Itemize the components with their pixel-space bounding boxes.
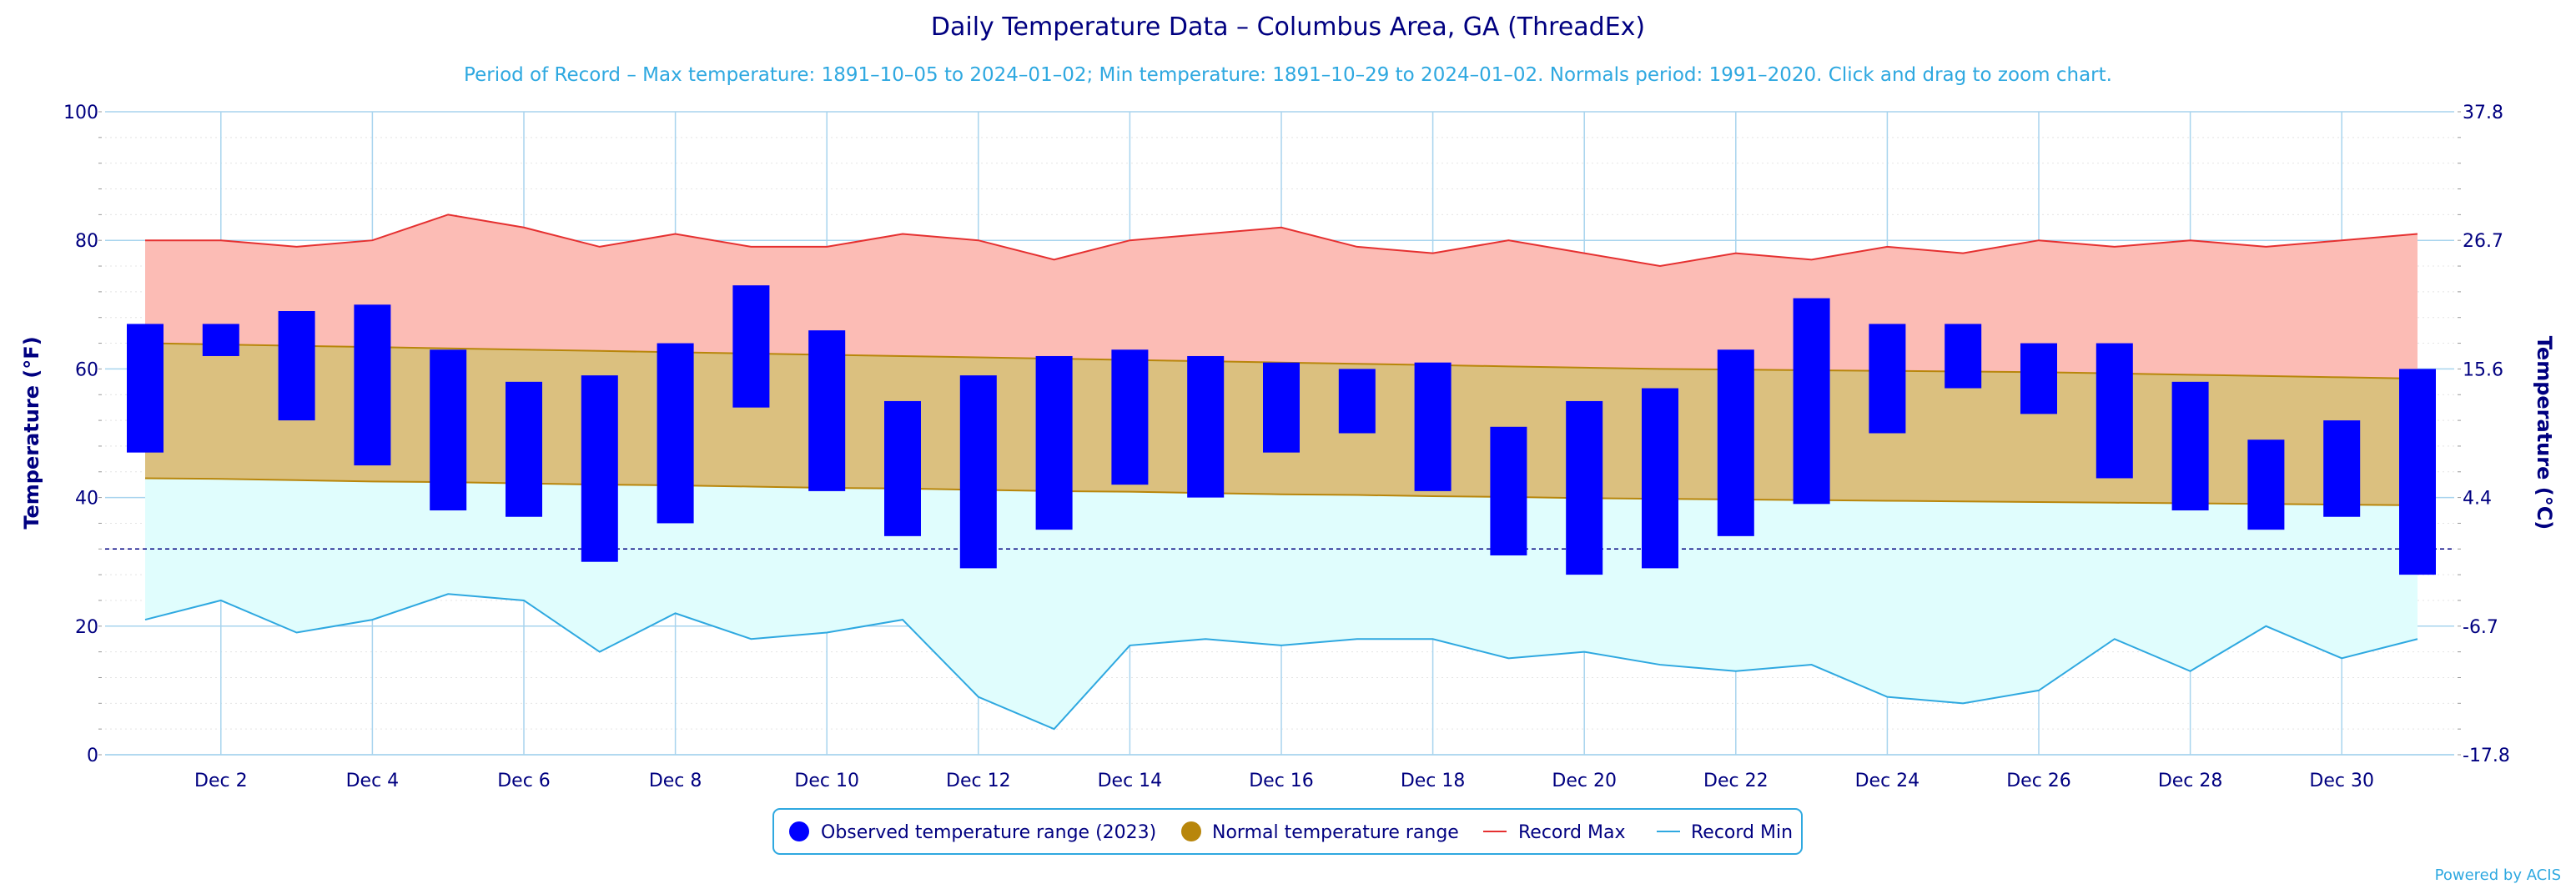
observed-bar xyxy=(2323,420,2361,517)
legend-item-record-min[interactable]: Record Min xyxy=(1657,822,1793,843)
x-tick-label: Dec 26 xyxy=(2006,771,2071,791)
legend: Observed temperature range (2023) Normal… xyxy=(772,808,1803,855)
chart-title: Daily Temperature Data – Columbus Area, … xyxy=(931,13,1645,42)
observed-bar xyxy=(127,324,164,453)
y-tick-label-left: 60 xyxy=(75,359,98,380)
record-max-line xyxy=(145,213,2418,268)
x-tick-label: Dec 4 xyxy=(346,771,400,791)
y-tick-label-right: -17.8 xyxy=(2463,746,2510,766)
observed-bar xyxy=(1717,349,1754,536)
y-tick-label-right: 4.4 xyxy=(2463,489,2492,510)
observed-bar xyxy=(2399,369,2436,575)
observed-bar xyxy=(2020,343,2057,414)
legend-record-max-label: Record Max xyxy=(1518,822,1626,843)
observed-bar xyxy=(657,343,694,524)
observed-bar xyxy=(354,304,391,466)
observed-bar xyxy=(1490,426,1527,555)
x-tick-label: Dec 16 xyxy=(1249,771,1314,791)
y-axis-title-left: Temperature (°F) xyxy=(20,336,43,529)
y-tick-label-right: 26.7 xyxy=(2463,231,2503,252)
record-min-line xyxy=(144,593,2418,731)
observed-bar xyxy=(1869,324,1906,434)
x-tick-label: Dec 28 xyxy=(2158,771,2223,791)
observed-bar xyxy=(506,381,542,517)
observed-bar xyxy=(808,330,846,491)
record-min-area xyxy=(145,478,2418,730)
x-tick-label: Dec 14 xyxy=(1098,771,1163,791)
x-tick-label: Dec 6 xyxy=(497,771,551,791)
x-tick-label: Dec 30 xyxy=(2309,771,2374,791)
observed-bar xyxy=(1263,362,1300,453)
record-max-area xyxy=(145,214,2418,379)
observed-bar xyxy=(1035,355,1073,530)
observed-bar xyxy=(959,375,997,569)
x-tick-label: Dec 24 xyxy=(1855,771,1920,791)
legend-observed-marker xyxy=(789,821,809,841)
x-tick-label: Dec 18 xyxy=(1401,771,1466,791)
observed-bars xyxy=(127,285,2436,575)
observed-bar xyxy=(2171,381,2209,511)
observed-bar xyxy=(278,311,315,421)
observed-bar xyxy=(202,324,239,356)
y-tick-label-right: 37.8 xyxy=(2463,103,2503,123)
y-tick-label-right: -6.7 xyxy=(2463,617,2498,638)
y-tick-label-right: 15.6 xyxy=(2463,359,2503,380)
observed-bar xyxy=(1338,369,1376,434)
observed-bar xyxy=(581,375,618,562)
legend-normal-marker xyxy=(1181,821,1201,841)
credits-link[interactable]: Powered by ACIS xyxy=(2435,866,2561,884)
observed-bar xyxy=(2247,439,2285,530)
legend-box xyxy=(772,808,1803,855)
y-tick-label-left: 0 xyxy=(87,746,98,766)
y-tick-label-left: 20 xyxy=(75,617,98,638)
observed-bar xyxy=(884,400,921,536)
observed-bar xyxy=(1793,298,1830,505)
y-tick-label-left: 40 xyxy=(75,489,98,510)
legend-record-min-label: Record Min xyxy=(1691,822,1793,843)
legend-item-record-max[interactable]: Record Max xyxy=(1483,822,1626,843)
x-tick-label: Dec 2 xyxy=(194,771,248,791)
observed-bar xyxy=(430,349,467,511)
observed-bar xyxy=(1945,324,1982,389)
observed-bar xyxy=(1111,349,1149,485)
y-axis-title-right: Temperature (°C) xyxy=(2533,336,2556,530)
y-tick-label-left: 100 xyxy=(63,103,98,123)
x-tick-label: Dec 22 xyxy=(1703,771,1768,791)
legend-normal-label: Normal temperature range xyxy=(1212,822,1459,843)
x-tick-label: Dec 10 xyxy=(794,771,859,791)
observed-bar xyxy=(1642,388,1678,569)
observed-bar xyxy=(2096,343,2133,479)
x-tick-label: Dec 20 xyxy=(1552,771,1617,791)
observed-bar xyxy=(1566,400,1603,575)
observed-bar xyxy=(732,285,770,408)
x-tick-label: Dec 8 xyxy=(649,771,702,791)
observed-bar xyxy=(1187,355,1225,498)
y-tick-label-left: 80 xyxy=(75,231,98,252)
legend-item-normal[interactable]: Normal temperature range xyxy=(1181,821,1459,843)
axes: Dec 2 Dec 4 Dec 6 Dec 8 Dec 10 Dec 12 Dec 14 De… xyxy=(63,103,2510,791)
x-tick-label: Dec 12 xyxy=(946,771,1011,791)
legend-observed-label: Observed temperature range (2023) xyxy=(821,822,1156,843)
observed-bar xyxy=(1414,362,1452,491)
chart-subtitle: Period of Record – Max temperature: 1891… xyxy=(464,64,2112,86)
legend-item-observed[interactable]: Observed temperature range (2023) xyxy=(789,821,1156,843)
